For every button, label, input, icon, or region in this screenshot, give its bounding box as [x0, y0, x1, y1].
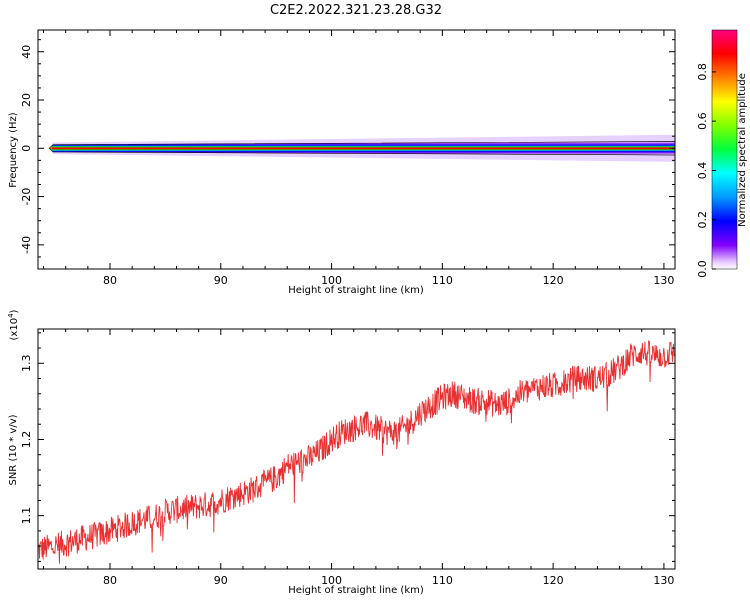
colorbar-ticks: 0.0 0.2 0.4 0.6 0.8: [696, 63, 716, 278]
colorbar: 0.0 0.2 0.4 0.6 0.8 Normalized spectral ampl…: [696, 29, 748, 278]
spectrogram-plot-frame: [37, 29, 676, 270]
spectral-band: [48, 134, 676, 162]
colorbar-label: Normalized spectral amplitude: [737, 73, 748, 227]
snr-plot-frame: [37, 328, 676, 570]
snr-y-tick-label: 1.2: [20, 431, 33, 449]
spectrogram-x-ticks: 80 90 100 110 120 130: [43, 30, 674, 287]
spectrogram-y-ticks: 40 20 0 -20 -40: [20, 39, 675, 270]
snr-x-tick-label: 90: [214, 574, 228, 587]
spectrogram-x-tick-label: 110: [432, 274, 453, 287]
spectrogram-x-tick-label: 100: [321, 274, 342, 287]
colorbar-tick-label: 0.2: [696, 211, 709, 229]
snr-series-line: [37, 340, 676, 564]
snr-x-axis-label: Height of straight line (km): [288, 585, 424, 596]
snr-x-tick-label: 130: [653, 574, 674, 587]
spectrogram-y-tick-label: 40: [20, 45, 33, 59]
snr-x-tick-label: 100: [321, 574, 342, 587]
snr-x-tick-label: 110: [432, 574, 453, 587]
figure-title: C2E2.2022.321.23.28.G32: [270, 3, 442, 18]
snr-y-tick-label: 1.1: [20, 507, 33, 525]
snr-y-axis-label: SNR (10 * v/v): [8, 414, 19, 485]
colorbar-tick-label: 0.6: [696, 112, 709, 130]
colorbar-tick-label: 0.0: [696, 260, 709, 278]
spectrogram-y-axis-label: Frequency (Hz): [8, 112, 19, 188]
snr-x-tick-label: 80: [103, 574, 117, 587]
colorbar-tick-label: 0.8: [696, 63, 709, 81]
spectrogram-x-axis-label: Height of straight line (km): [288, 285, 424, 296]
snr-scale-factor: (x104): [7, 309, 20, 340]
spectrogram-y-tick-label: 20: [20, 93, 33, 107]
spectrogram-x-tick-label: 90: [214, 274, 228, 287]
spectrogram-y-tick-label: 0: [20, 145, 33, 152]
spectrogram-x-tick-label: 80: [103, 274, 117, 287]
snr-x-ticks: 80 90 100 110 120 130: [43, 329, 674, 587]
spectrogram-x-tick-label: 130: [653, 274, 674, 287]
colorbar-tick-label: 0.4: [696, 162, 709, 180]
snr-y-tick-label: 1.3: [20, 355, 33, 373]
snr-y-ticks: 1.1 1.2 1.3: [20, 332, 675, 562]
colorbar-gradient: [711, 29, 738, 270]
spectrogram-x-tick-label: 120: [543, 274, 564, 287]
snr-x-tick-label: 120: [543, 574, 564, 587]
spectrogram-panel: 80 90 100 110 120 130 40 20 0 -20 -40 Height of s…: [8, 29, 676, 296]
snr-line-layer: [37, 340, 676, 564]
snr-panel: 80 90 100 110 120 130 1.1 1.2 1.3 Height of str…: [7, 309, 676, 596]
spectrogram-y-tick-label: -40: [20, 236, 33, 254]
spectrogram-y-tick-label: -20: [20, 188, 33, 206]
